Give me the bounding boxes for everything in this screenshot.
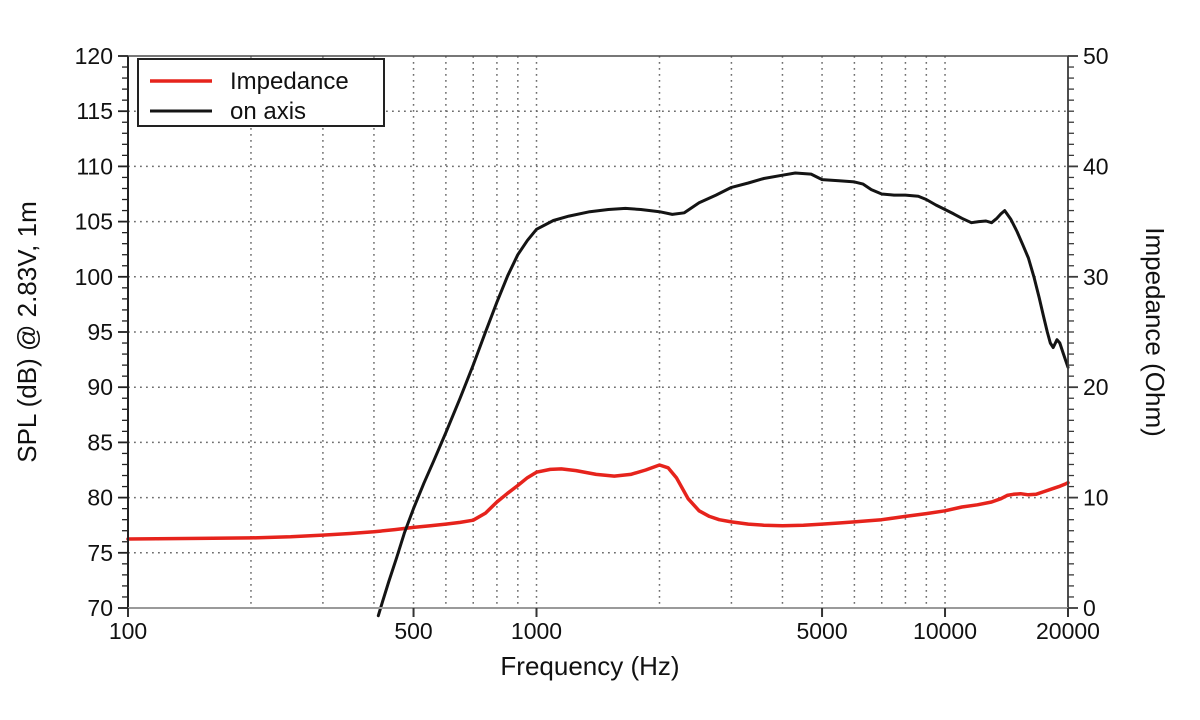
legend-box: [137, 58, 385, 127]
tick-labels: 100 500 1000 5000 10000 200007075808590951001…: [75, 43, 1109, 644]
x-tick-label: 1000: [511, 618, 562, 644]
y-left-tick-label: 90: [87, 374, 113, 400]
x-tick-label: 5000: [796, 618, 847, 644]
legend-on-axis-label: on axis: [230, 98, 306, 125]
y-left-tick-label: 70: [87, 595, 113, 621]
y-left-tick-label: 80: [87, 485, 113, 511]
gridlines: [128, 56, 1068, 608]
right-y-axis-title: Impedance (Ohm): [1140, 227, 1170, 437]
y-left-tick-label: 100: [75, 264, 113, 290]
y-right-tick-label: 0: [1083, 595, 1096, 621]
y-right-tick-label: 20: [1083, 374, 1109, 400]
y-left-tick-label: 120: [75, 43, 113, 69]
y-right-tick-label: 50: [1083, 43, 1109, 69]
y-right-tick-label: 10: [1083, 485, 1109, 511]
x-tick-label: 10000: [913, 618, 977, 644]
y-right-tick-label: 30: [1083, 264, 1109, 290]
y-left-tick-label: 110: [76, 153, 113, 179]
x-axis-title: Frequency (Hz): [500, 651, 679, 681]
y-left-tick-label: 85: [87, 429, 113, 455]
x-tick-label: 100: [109, 618, 147, 644]
y-left-tick-label: 95: [87, 319, 113, 345]
legend-impedance-label: Impedance: [230, 68, 349, 95]
legend: Impedance on axis: [137, 58, 385, 127]
impedance-curve: [126, 463, 1070, 541]
y-right-tick-label: 40: [1083, 153, 1109, 179]
x-tick-label: 20000: [1036, 618, 1100, 644]
axis-ticks: [118, 55, 1078, 617]
on-axis-curve: [376, 171, 1070, 618]
x-tick-label: 500: [394, 618, 432, 644]
left-y-axis-title: SPL (dB) @ 2.83V, 1m: [12, 201, 42, 463]
y-left-tick-label: 105: [75, 209, 113, 235]
y-left-tick-label: 75: [87, 540, 113, 566]
y-left-tick-label: 115: [76, 98, 113, 124]
data-curves: [126, 171, 1070, 618]
